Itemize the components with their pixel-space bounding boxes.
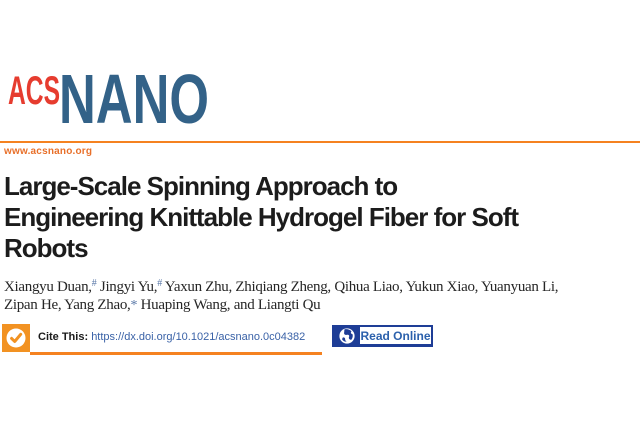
author-line-2: Zipan He, Yang Zhao,* Huaping Wang, and … <box>4 297 640 315</box>
author-names: Huaping Wang, and Liangti Qu <box>137 296 321 313</box>
equal-contribution-mark: # <box>91 278 97 289</box>
logo-acs-text: ACS <box>8 69 60 113</box>
cite-this-label: Cite This: <box>38 331 89 343</box>
equal-contribution-mark: # <box>157 278 162 289</box>
title-line-3: Robots <box>4 233 89 263</box>
acs-nano-logo: ACS NANO <box>8 66 209 126</box>
author-names: Zipan He, Yang Zhao, <box>4 296 131 313</box>
cite-bar-underline <box>30 352 322 355</box>
cite-this-line: Cite This: https://dx.doi.org/10.1021/ac… <box>38 331 305 343</box>
title-line-1: Large-Scale Spinning Approach to <box>4 171 398 201</box>
corresponding-author-mark: * <box>130 297 138 313</box>
author-list: Xiangyu Duan,# Jingyi Yu,# Yaxun Zhu, Zh… <box>4 275 640 314</box>
globe-icon <box>334 327 360 344</box>
read-online-label: Read Online <box>360 328 431 343</box>
check-circle-icon <box>2 324 30 352</box>
author-names: Yaxun Zhu, Zhiqiang Zheng, Qihua Liao, Y… <box>161 279 559 295</box>
read-online-button[interactable]: Read Online <box>332 325 433 347</box>
journal-website-link[interactable]: www.acsnano.org <box>4 146 93 157</box>
masthead-divider <box>0 141 640 143</box>
cite-bar: Cite This: https://dx.doi.org/10.1021/ac… <box>0 323 640 357</box>
article-title: Large-Scale Spinning Approach to Enginee… <box>4 171 638 264</box>
title-line-2: Engineering Knittable Hydrogel Fiber for… <box>4 202 519 232</box>
doi-link[interactable]: https://dx.doi.org/10.1021/acsnano.0c043… <box>91 331 306 343</box>
author-names: Jingyi Yu, <box>96 279 158 295</box>
logo-nano-text: NANO <box>59 66 209 126</box>
author-line-1: Xiangyu Duan,# Jingyi Yu,# Yaxun Zhu, Zh… <box>4 275 640 297</box>
author-names: Xiangyu Duan, <box>4 279 92 295</box>
